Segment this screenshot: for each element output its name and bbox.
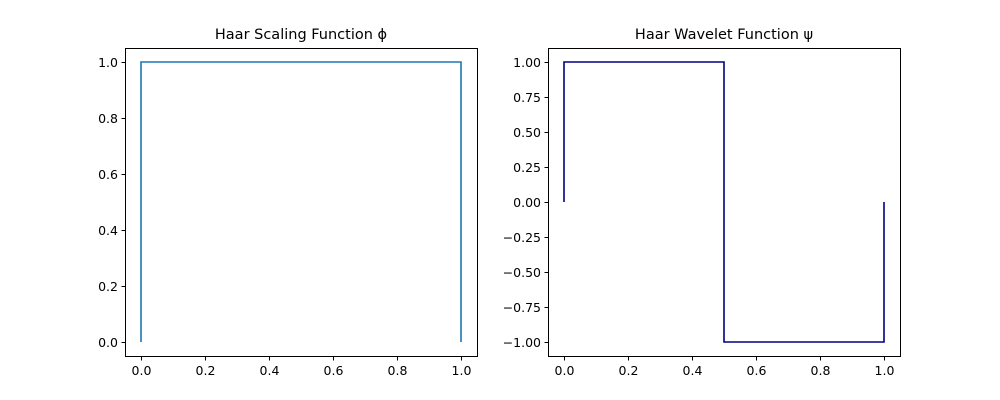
scaling-y-tick-label: 0.2	[98, 279, 118, 294]
wavelet-y-tick-label: 1.00	[513, 55, 541, 70]
scaling-y-tick-label: 0.6	[98, 167, 118, 182]
wavelet-series-line	[563, 61, 885, 343]
scaling-y-tick-label: 0.0	[98, 335, 118, 350]
wavelet-x-tick-label: 0.4	[683, 363, 703, 378]
wavelet-y-tick-label: −1.00	[503, 335, 541, 350]
wavelet-x-tick-label: 0.8	[811, 363, 831, 378]
scaling-x-tick-label: 0.0	[132, 363, 152, 378]
axes-scaling-function: 0.0 0.2 0.4 0.6 0.8 1.0 0.0 0.2 0.4 0.6 0.8 1.0 Haar…	[98, 27, 478, 378]
scaling-x-tick-label: 0.8	[388, 363, 408, 378]
wavelet-x-tick-label: 1.0	[875, 363, 895, 378]
scaling-x-tick-label: 0.4	[260, 363, 280, 378]
scaling-series-line	[140, 61, 462, 342]
scaling-x-tick-label: 0.2	[196, 363, 216, 378]
wavelet-chart-title: Haar Wavelet Function ψ	[635, 27, 813, 43]
scaling-chart-title: Haar Scaling Function ϕ	[215, 27, 387, 43]
scaling-x-tick-label: 1.0	[452, 363, 472, 378]
scaling-axes-frame	[125, 48, 478, 357]
scaling-x-tick-label: 0.6	[324, 363, 344, 378]
wavelet-x-tick-label: 0.0	[555, 363, 575, 378]
wavelet-y-tick-label: −0.75	[503, 300, 541, 315]
scaling-y-tick-label: 0.8	[98, 111, 118, 126]
wavelet-y-tick-label: 0.25	[513, 160, 541, 175]
scaling-y-tick-label: 1.0	[98, 55, 118, 70]
wavelet-y-tick-label: −0.25	[503, 230, 541, 245]
wavelet-x-tick-label: 0.2	[619, 363, 639, 378]
wavelet-x-tick-label: 0.6	[747, 363, 767, 378]
wavelet-y-tick-label: 0.75	[513, 90, 541, 105]
wavelet-y-tick-label: 0.50	[513, 125, 541, 140]
axes-wavelet-function: 0.0 0.2 0.4 0.6 0.8 1.0 −1.00 −0.75 −0.50 −0.25 0.…	[503, 27, 901, 378]
wavelet-y-tick-label: 0.00	[513, 195, 541, 210]
wavelet-y-tick-label: −0.50	[503, 265, 541, 280]
scaling-y-tick-label: 0.4	[98, 223, 118, 238]
